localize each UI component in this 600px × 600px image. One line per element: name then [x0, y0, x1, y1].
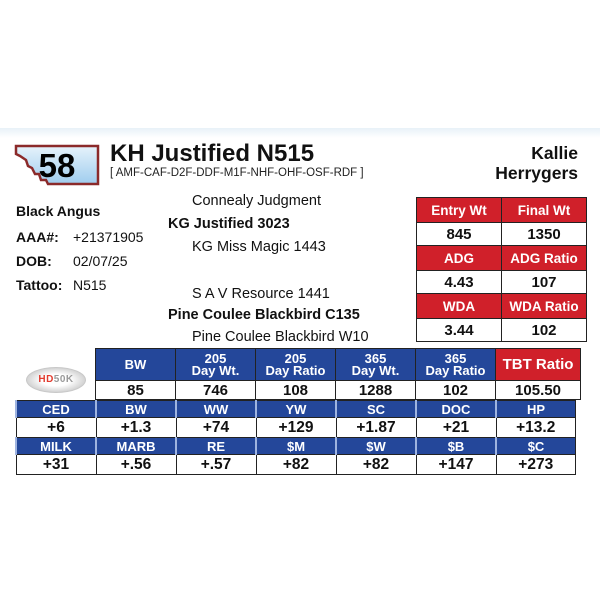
hp-value: +13.2 [495, 417, 576, 438]
tattoo-value: N515 [73, 277, 107, 293]
milk-value: +31 [15, 454, 97, 475]
dollar-m-header: $M [255, 437, 337, 455]
sc-header: SC [335, 400, 417, 418]
205-day-ratio-header: 205 Day Ratio [255, 348, 336, 381]
hp-header: HP [495, 400, 576, 418]
montana-state-icon [14, 144, 100, 186]
pedigree-dam-dam: Pine Coulee Blackbird W10 [192, 329, 369, 345]
ced-header: CED [15, 400, 97, 418]
dob-row: DOB: 02/07/25 [16, 253, 128, 269]
weights-table: BW 205 Day Wt. 205 Day Ratio 365 Day Wt. 36… [95, 348, 581, 400]
registration-value: +21371905 [73, 229, 144, 245]
performance-table: Entry Wt Final Wt 845 1350 ADG ADG Ratio… [416, 197, 587, 342]
lot-number-badge: 58 [14, 144, 100, 186]
adg-ratio-value: 107 [501, 270, 587, 294]
bw-epd-header: BW [95, 400, 177, 418]
consignor-last: Herrygers [495, 163, 578, 183]
header-band [0, 128, 600, 138]
dob-value: 02/07/25 [73, 253, 128, 269]
milk-header: MILK [15, 437, 97, 455]
dollar-m-value: +82 [255, 454, 337, 475]
animal-name: KH Justified N515 [110, 140, 315, 167]
adg-ratio-header: ADG Ratio [501, 245, 587, 271]
pedigree-dam: Pine Coulee Blackbird C135 [168, 307, 360, 323]
hd50k-logo: HD50K [26, 367, 86, 393]
marb-header: MARB [95, 437, 177, 455]
dollar-b-header: $B [415, 437, 497, 455]
bw-value: 85 [95, 380, 176, 400]
tbt-ratio-header: TBT Ratio [495, 348, 581, 381]
marb-value: +.56 [95, 454, 177, 475]
consignor-name: Kallie Herrygers [495, 143, 578, 183]
breed: Black Angus [16, 203, 101, 219]
dollar-w-value: +82 [335, 454, 417, 475]
pedigree-sire-dam: KG Miss Magic 1443 [192, 239, 326, 255]
final-wt-value: 1350 [501, 222, 587, 246]
365-day-ratio-value: 102 [415, 380, 496, 400]
adg-header: ADG [416, 245, 502, 271]
wda-ratio-header: WDA Ratio [501, 293, 587, 319]
re-value: +.57 [175, 454, 257, 475]
205-day-wt-value: 746 [175, 380, 256, 400]
tbt-ratio-value: 105.50 [495, 380, 581, 400]
pedigree-dam-sire: S A V Resource 1441 [192, 286, 330, 302]
doc-value: +21 [415, 417, 497, 438]
wda-header: WDA [416, 293, 502, 319]
ww-header: WW [175, 400, 257, 418]
dollar-c-value: +273 [495, 454, 576, 475]
dollar-w-header: $W [335, 437, 417, 455]
epd-table: CED BW WW YW SC DOC HP +6 +1.3 +74 +129 … [15, 400, 576, 475]
365-day-ratio-header: 365 Day Ratio [415, 348, 496, 381]
205-day-ratio-value: 108 [255, 380, 336, 400]
consignor-first: Kallie [531, 143, 578, 163]
bw-epd-value: +1.3 [95, 417, 177, 438]
tattoo-row: Tattoo: N515 [16, 277, 106, 293]
adg-value: 4.43 [416, 270, 502, 294]
pedigree-sire-sire: Connealy Judgment [192, 193, 321, 209]
tattoo-label: Tattoo: [16, 277, 63, 293]
dollar-b-value: +147 [415, 454, 497, 475]
pedigree-sire: KG Justified 3023 [168, 216, 290, 232]
re-header: RE [175, 437, 257, 455]
lot-number: 58 [38, 147, 76, 184]
yw-header: YW [255, 400, 337, 418]
365-day-wt-value: 1288 [335, 380, 416, 400]
dob-label: DOB: [16, 253, 52, 269]
205-day-wt-header: 205 Day Wt. [175, 348, 256, 381]
sc-value: +1.87 [335, 417, 417, 438]
yw-value: +129 [255, 417, 337, 438]
final-wt-header: Final Wt [501, 197, 587, 223]
entry-wt-header: Entry Wt [416, 197, 502, 223]
bw-header: BW [95, 348, 176, 381]
doc-header: DOC [415, 400, 497, 418]
entry-wt-value: 845 [416, 222, 502, 246]
genetic-codes: [ AMF-CAF-D2F-DDF-M1F-NHF-OHF-OSF-RDF ] [110, 167, 364, 179]
wda-value: 3.44 [416, 318, 502, 342]
registration-label: AAA#: [16, 229, 59, 245]
365-day-wt-header: 365 Day Wt. [335, 348, 416, 381]
ww-value: +74 [175, 417, 257, 438]
wda-ratio-value: 102 [501, 318, 587, 342]
dollar-c-header: $C [495, 437, 576, 455]
ced-value: +6 [15, 417, 97, 438]
registration-row: AAA#: +21371905 [16, 229, 143, 245]
